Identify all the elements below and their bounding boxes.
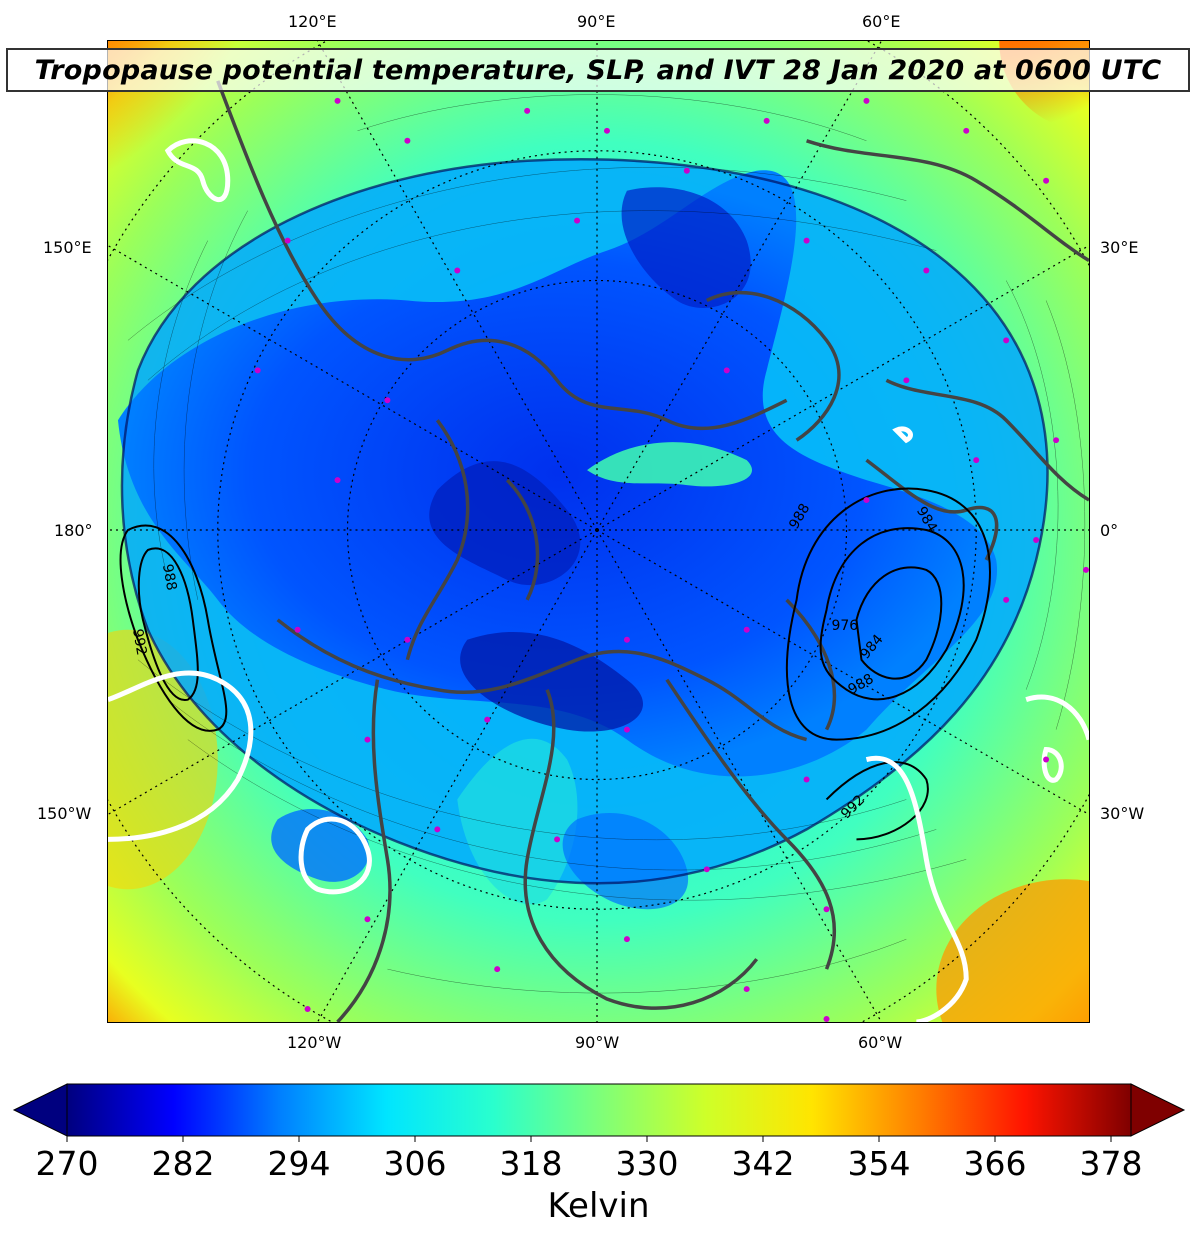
slp-label: 992 (129, 628, 149, 657)
lon-label-top: 60°E (862, 12, 901, 31)
lon-label-top: 120°E (288, 12, 337, 31)
map-title-box: Tropopause potential temperature, SLP, a… (6, 48, 1190, 92)
map-title: Tropopause potential temperature, SLP, a… (34, 54, 1162, 86)
colorbar-tick-marks (66, 1136, 1112, 1142)
map-field: 988 984 976 984 988 992 988 992 (108, 41, 1089, 1022)
lon-label-bottom: 120°W (287, 1033, 342, 1052)
lon-label-bottom: 90°W (575, 1033, 620, 1052)
colorbar-bar (66, 1083, 1132, 1137)
warm-tongue-1 (587, 442, 753, 487)
colorbar-tick-label: 330 (615, 1144, 679, 1183)
colorbar-tick-label: 282 (151, 1144, 215, 1183)
colorbar-tick-label: 318 (499, 1144, 563, 1183)
cold-eddy-pacific (271, 809, 370, 882)
map-panel: 988 984 976 984 988 992 988 992 (107, 40, 1090, 1023)
lon-label-top: 90°E (577, 12, 616, 31)
colorbar-tick-label: 294 (267, 1144, 331, 1183)
slp-label: 988 (159, 563, 179, 592)
ivt-contours (108, 138, 1089, 1022)
cold-pool-core (117, 170, 998, 777)
lon-label-right: 0° (1100, 521, 1119, 540)
cold-pool-edge (120, 158, 1049, 885)
colorbar-tick-label: 366 (963, 1144, 1027, 1183)
lon-label-bottom: 60°W (858, 1033, 903, 1052)
warm-corner-se (936, 879, 1089, 1022)
colorbar (12, 1083, 1186, 1142)
coastlines (216, 80, 1089, 1022)
colorbar-tick-label: 378 (1079, 1144, 1143, 1183)
colorbar-extend-max (1130, 1083, 1186, 1137)
colorbar-tick-label: 306 (383, 1144, 447, 1183)
colorbar-label: Kelvin (547, 1186, 650, 1226)
cold-eddy-america (562, 813, 689, 910)
colorbar-tick-label: 342 (731, 1144, 795, 1183)
cold-filament-3 (460, 631, 644, 732)
station-markers (254, 97, 1089, 1022)
cold-filament-2 (621, 187, 751, 308)
lon-label-left: 150°W (37, 804, 92, 823)
colorbar-tick-label: 354 (847, 1144, 911, 1183)
lon-label-left: 180° (54, 521, 93, 540)
slp-label: 976 (832, 618, 859, 634)
lon-label-right: 30°W (1100, 804, 1145, 823)
lon-label-left: 150°E (43, 238, 92, 257)
slp-contours (119, 487, 991, 841)
lon-label-right: 30°E (1100, 238, 1139, 257)
colorbar-tick-label: 270 (35, 1144, 99, 1183)
colorbar-extend-min (12, 1083, 68, 1137)
